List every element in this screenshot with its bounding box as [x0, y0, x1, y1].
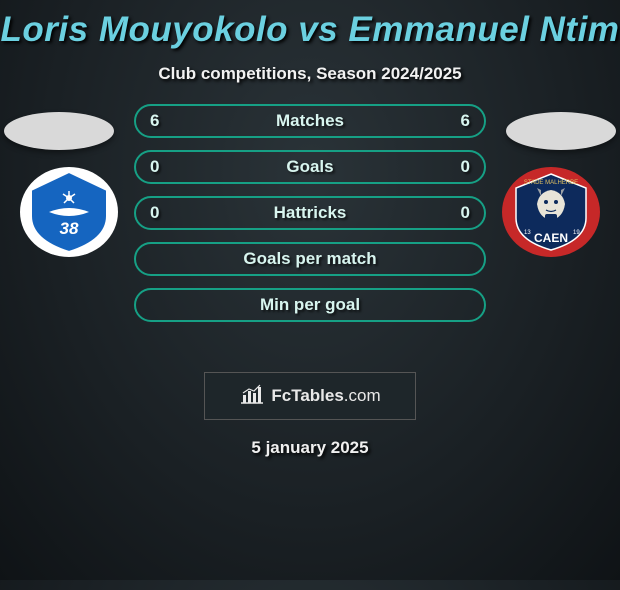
- svg-text:CAEN: CAEN: [534, 231, 568, 245]
- stat-row-min-per-goal: Min per goal: [134, 288, 486, 322]
- stat-right-value: 0: [461, 157, 470, 177]
- stat-right-value: 0: [461, 203, 470, 223]
- svg-text:STADE MALHERBE: STADE MALHERBE: [524, 180, 578, 186]
- chart-icon: [239, 383, 265, 410]
- page-subtitle: Club competitions, Season 2024/2025: [0, 64, 620, 84]
- generated-date: 5 january 2025: [0, 438, 620, 458]
- stat-label: Min per goal: [260, 295, 360, 315]
- stat-row-hattricks: 0 Hattricks 0: [134, 196, 486, 230]
- page-title: Loris Mouyokolo vs Emmanuel Ntim: [0, 10, 620, 50]
- player-left-placeholder: [4, 112, 114, 150]
- stat-label: Goals: [286, 157, 333, 177]
- brand-link[interactable]: FcTables.com: [204, 372, 416, 420]
- comparison-area: 38 STADE MALHERBE CAEN 13 19 6 Matches 6: [0, 104, 620, 364]
- stat-right-value: 6: [461, 111, 470, 131]
- club-badge-right: STADE MALHERBE CAEN 13 19: [501, 166, 601, 258]
- stat-left-value: 0: [150, 203, 159, 223]
- stat-label: Matches: [276, 111, 344, 131]
- stat-label: Goals per match: [243, 249, 376, 269]
- player-right-placeholder: [506, 112, 616, 150]
- brand-name: FcTables: [271, 386, 343, 405]
- stat-left-value: 6: [150, 111, 159, 131]
- svg-text:13: 13: [524, 230, 531, 236]
- stat-row-goals: 0 Goals 0: [134, 150, 486, 184]
- stat-label: Hattricks: [274, 203, 347, 223]
- svg-text:38: 38: [60, 219, 79, 238]
- stat-row-goals-per-match: Goals per match: [134, 242, 486, 276]
- stats-column: 6 Matches 6 0 Goals 0 0 Hattricks 0 Goal…: [134, 104, 486, 322]
- svg-text:19: 19: [573, 230, 580, 236]
- brand-suffix: .com: [344, 386, 381, 405]
- stat-row-matches: 6 Matches 6: [134, 104, 486, 138]
- brand-text: FcTables.com: [271, 386, 380, 406]
- stat-left-value: 0: [150, 157, 159, 177]
- club-badge-left: 38: [19, 166, 119, 258]
